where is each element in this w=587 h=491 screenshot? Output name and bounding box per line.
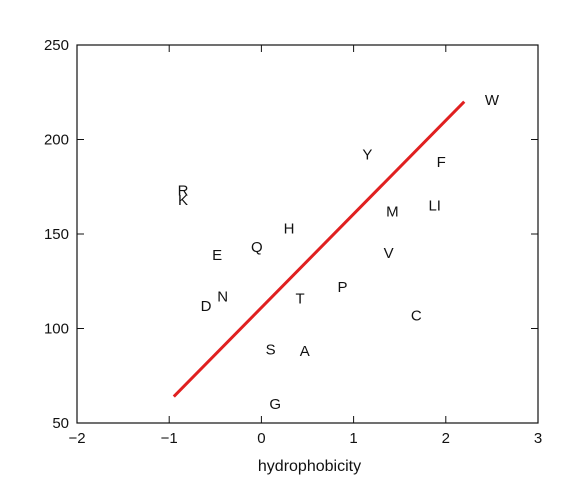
x-tick-label: 3 bbox=[534, 430, 542, 447]
x-tick-label: 0 bbox=[257, 430, 265, 447]
data-point-e: E bbox=[212, 247, 222, 264]
data-point-y: Y bbox=[362, 147, 372, 164]
data-point-labels: W Y F RK LI M H Q E V P T ND C S A G bbox=[178, 92, 500, 413]
data-point-m: M bbox=[386, 203, 399, 220]
data-point-p: P bbox=[338, 279, 348, 296]
data-point-r: R bbox=[178, 183, 189, 200]
x-tick-label: −1 bbox=[161, 430, 178, 447]
data-point-d: D bbox=[201, 298, 212, 315]
y-tick-label: 100 bbox=[44, 321, 69, 338]
x-axis-ticks: −2 −1 0 1 2 3 bbox=[68, 45, 542, 447]
x-tick-label: 1 bbox=[349, 430, 357, 447]
data-point-h: H bbox=[284, 220, 295, 237]
data-point-li: LI bbox=[428, 198, 441, 215]
data-point-g: G bbox=[269, 396, 281, 413]
y-tick-label: 200 bbox=[44, 132, 69, 149]
data-point-f: F bbox=[437, 154, 446, 171]
y-tick-label: 250 bbox=[44, 37, 69, 54]
y-tick-label: 50 bbox=[52, 415, 69, 432]
trend-line bbox=[172, 100, 466, 398]
x-tick-label: −2 bbox=[68, 430, 85, 447]
data-point-s: S bbox=[266, 341, 276, 358]
y-tick-label: 150 bbox=[44, 226, 69, 243]
data-point-c: C bbox=[411, 307, 422, 324]
data-point-a: A bbox=[300, 343, 310, 360]
data-point-q: Q bbox=[251, 239, 263, 256]
y-axis-ticks: 50 100 150 200 250 bbox=[44, 37, 538, 432]
data-point-k: K bbox=[178, 192, 188, 209]
x-tick-label: 2 bbox=[442, 430, 450, 447]
data-point-n: N bbox=[217, 288, 228, 305]
data-point-v: V bbox=[384, 245, 394, 262]
data-point-w: W bbox=[485, 92, 500, 109]
plot-frame bbox=[76, 44, 539, 424]
x-axis-title: hydrophobicity bbox=[258, 458, 361, 475]
data-point-t: T bbox=[296, 290, 305, 307]
